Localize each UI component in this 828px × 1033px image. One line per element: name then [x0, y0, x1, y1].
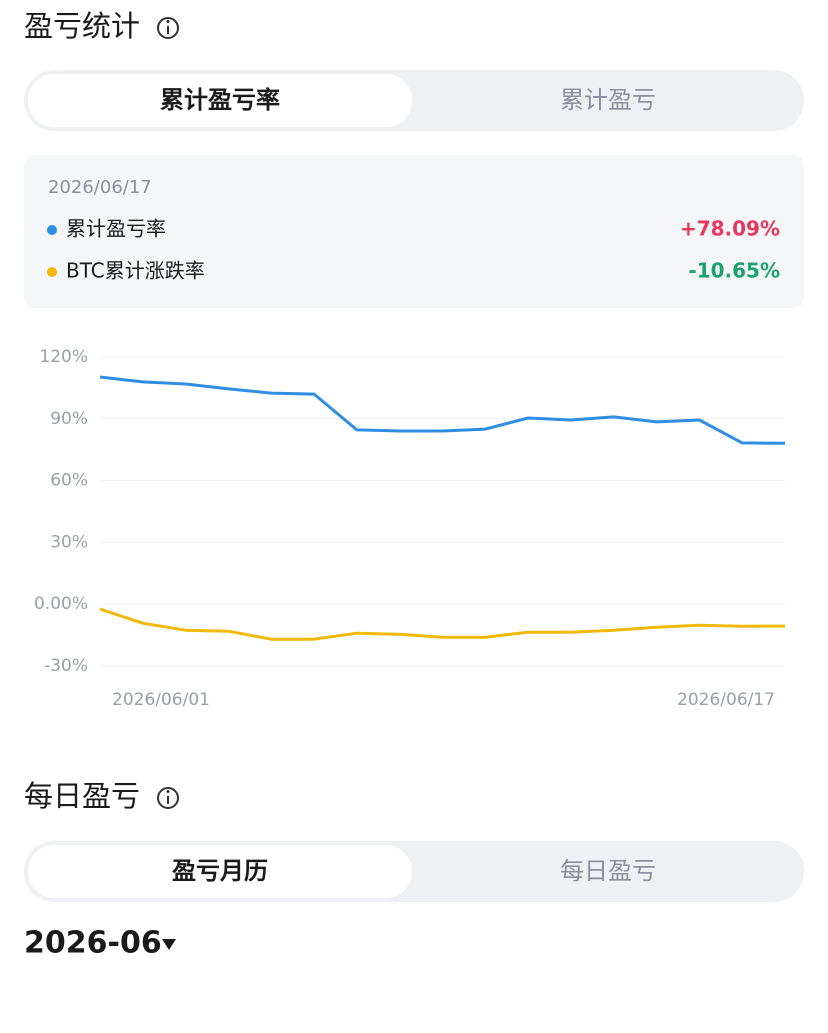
y-tick-label: -30%: [44, 656, 88, 676]
series-line: [99, 607, 786, 641]
y-tick-label: 30%: [50, 532, 88, 552]
y-tick-label: 90%: [50, 409, 88, 429]
legend-label: BTC累计涨跌率: [66, 259, 205, 283]
tab[interactable]: 盈亏月历: [171, 857, 268, 885]
tab[interactable]: 累计盈亏: [560, 86, 656, 114]
legend-label: 累计盈亏率: [66, 217, 166, 241]
tab[interactable]: 每日盈亏: [560, 857, 656, 885]
info-icon[interactable]: [157, 787, 179, 809]
tooltip-date: 2026/06/17: [48, 177, 152, 198]
info-icon[interactable]: [157, 17, 179, 39]
x-tick-label: 2026/06/01: [112, 690, 210, 710]
y-tick-label: 60%: [50, 471, 88, 491]
tab-active-bg: [28, 845, 412, 898]
legend-dot: [47, 267, 57, 277]
chart: 120% 90% 60% 30% 0.00% -30% 2026/06/01 2026/06/…: [34, 347, 786, 710]
dropdown-arrow[interactable]: [162, 939, 176, 950]
series-line: [99, 375, 786, 445]
tab-bar: 累计盈亏率 累计盈亏: [24, 70, 804, 131]
y-tick-label: 120%: [39, 347, 88, 367]
tooltip-value: -10.65%: [688, 259, 780, 283]
tooltip-rows: 累计盈亏率 +78.09% BTC累计涨跌率 -10.65%: [47, 217, 780, 283]
section-title: 盈亏统计: [24, 9, 140, 43]
x-tick-label: 2026/06/17: [677, 690, 775, 710]
tooltip-box: [24, 155, 804, 308]
y-tick-label: 0.00%: [34, 594, 88, 614]
tab-bar: 盈亏月历 每日盈亏: [24, 841, 804, 902]
tooltip-value: +78.09%: [680, 217, 780, 241]
month-selector[interactable]: 2026-06: [24, 926, 162, 961]
section-title: 每日盈亏: [24, 779, 140, 813]
legend-dot: [47, 225, 57, 235]
tab[interactable]: 累计盈亏率: [160, 86, 280, 114]
tab-active-bg: [28, 74, 412, 127]
